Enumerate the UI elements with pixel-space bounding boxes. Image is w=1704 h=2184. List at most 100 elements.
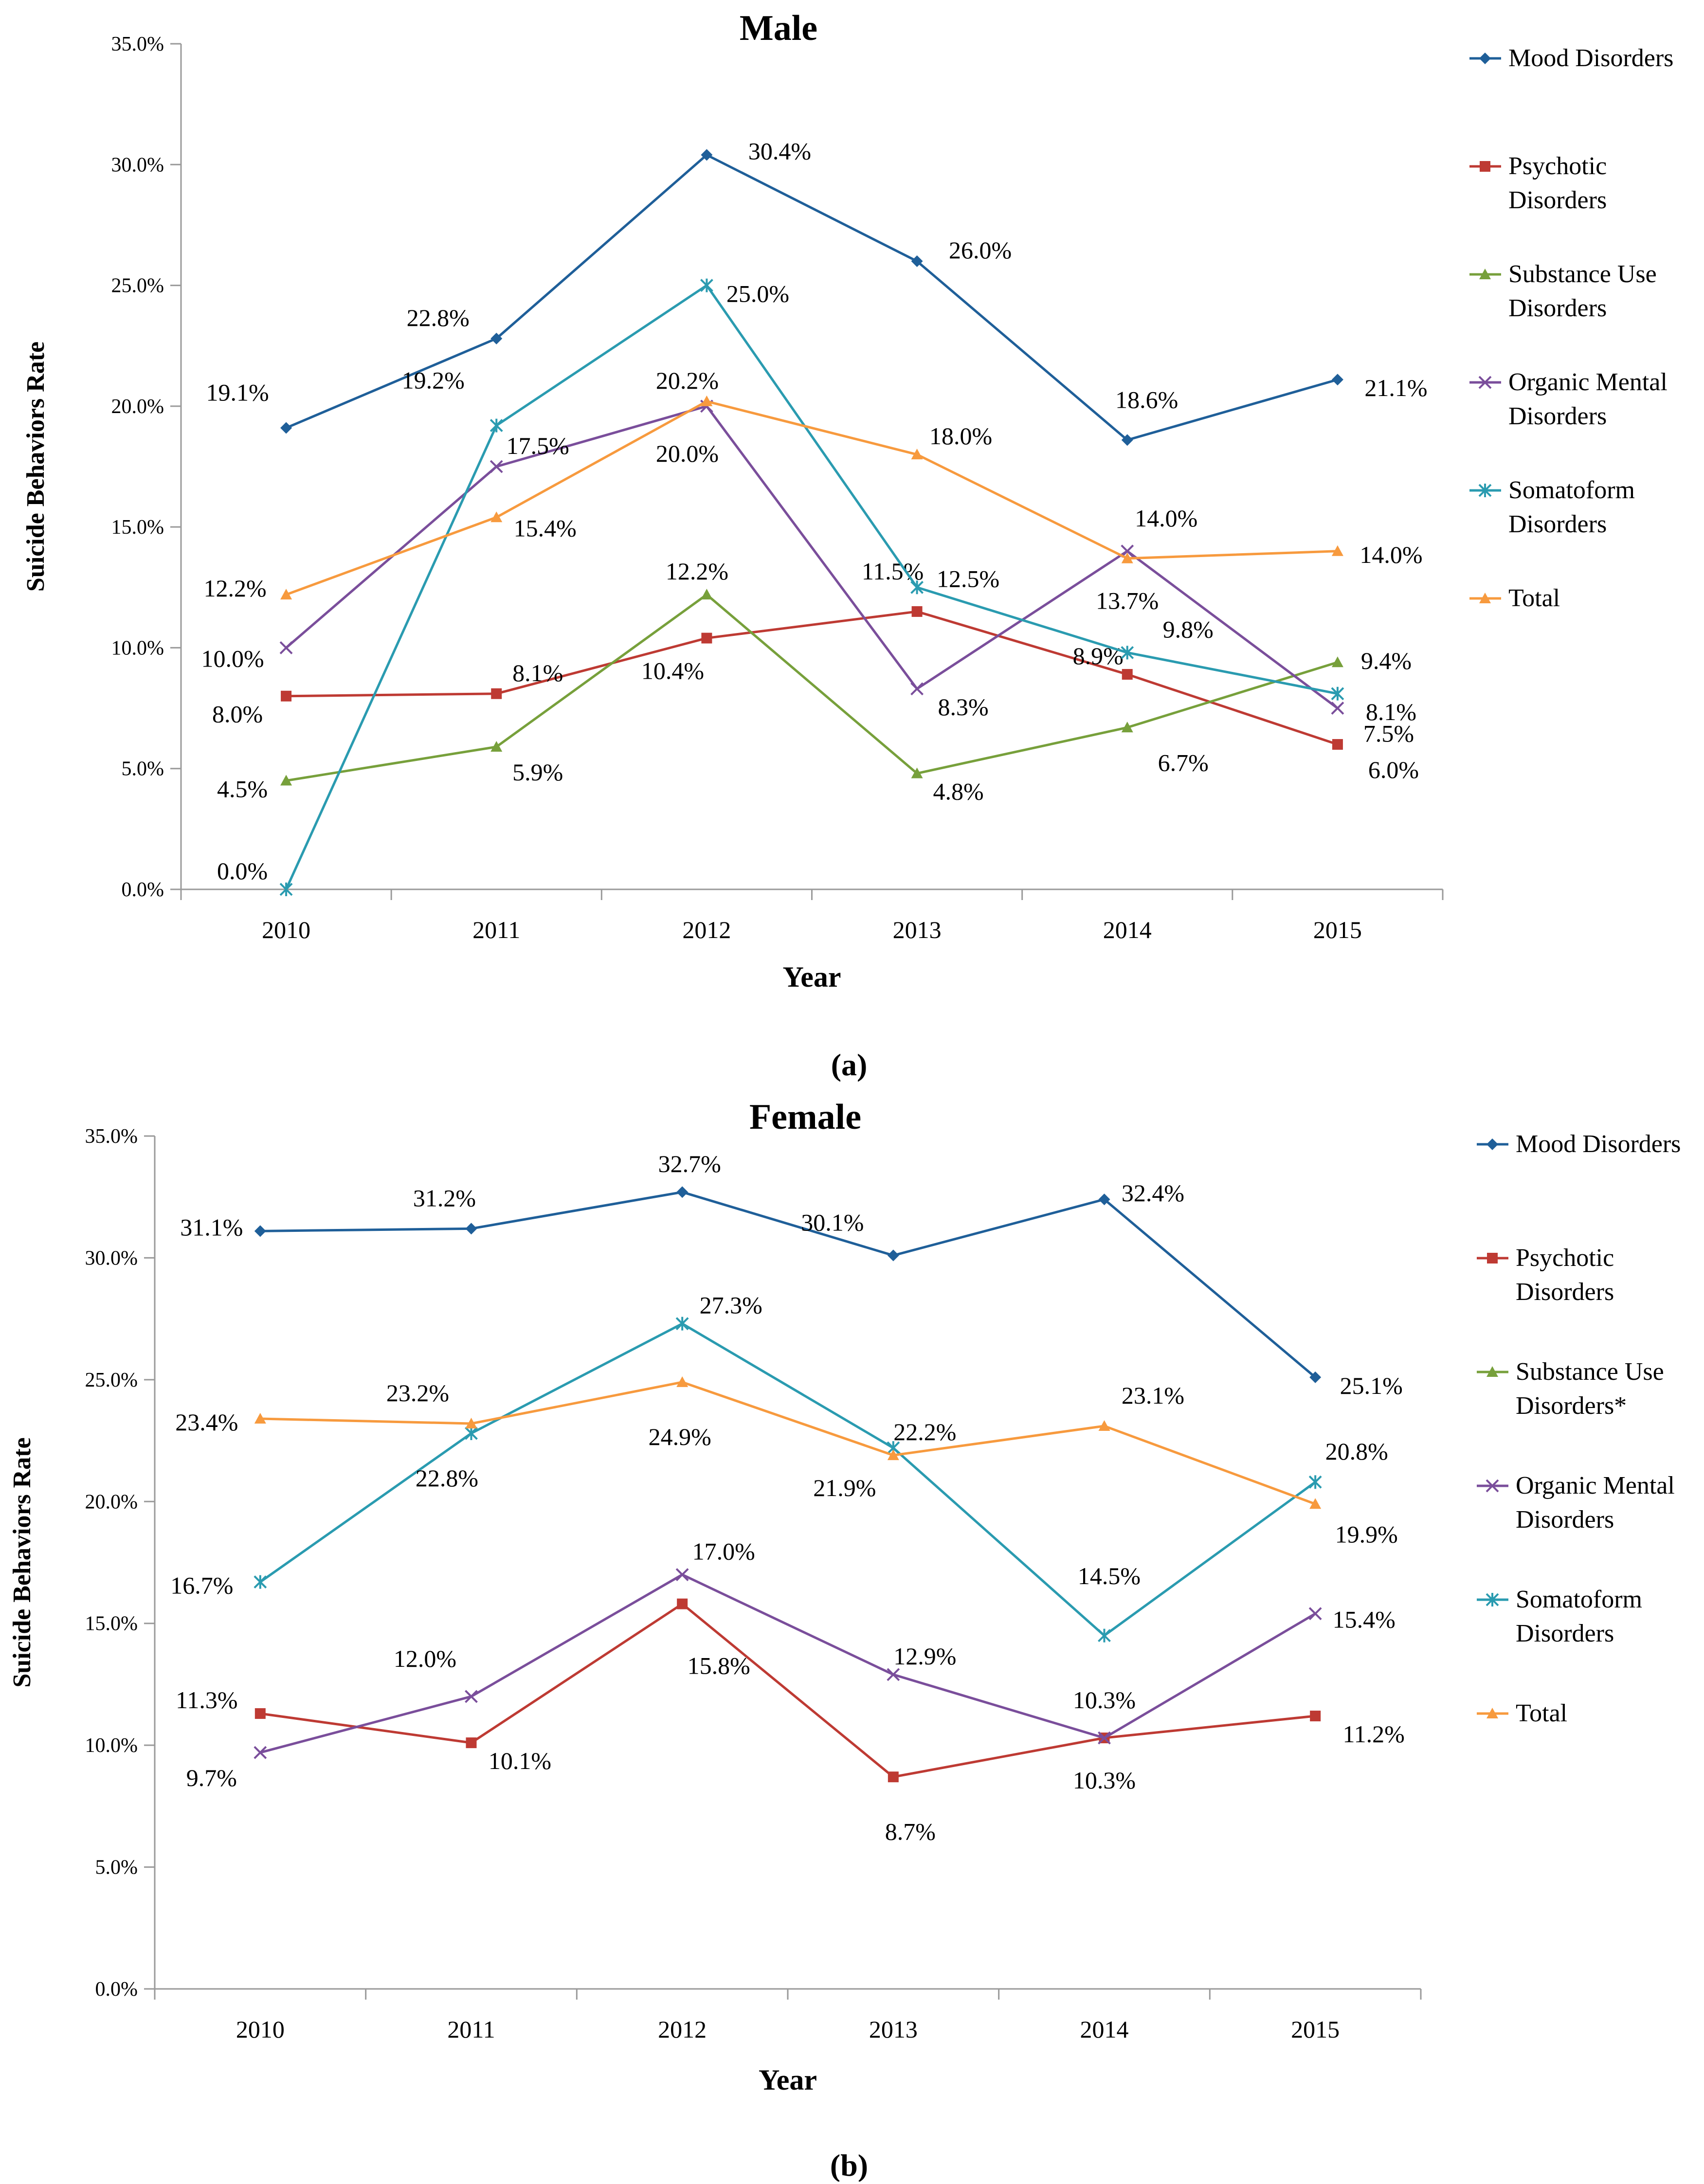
series-total: 23.4% 23.2% 24.9% 21.9% 23.1% 19.9% (175, 1376, 1398, 1548)
series-line-organic-mental-disorders (260, 1573, 1316, 1754)
legend-label-substance-use-disorders: Substance Use (1508, 260, 1657, 288)
x-axis-title: Year (759, 2064, 817, 2096)
data-label-psychotic-disorders: 10.3% (1073, 1767, 1136, 1794)
data-label-somatoform-disorders: 20.8% (1325, 1438, 1388, 1465)
data-label-organic-mental-disorders: 15.4% (1333, 1606, 1396, 1633)
data-label-total: 13.7% (1096, 587, 1159, 614)
data-label-substance-use-disorders: 4.5% (217, 776, 268, 803)
data-label-organic-mental-disorders: 9.7% (186, 1764, 237, 1791)
data-label-psychotic-disorders: 6.0% (1368, 756, 1419, 783)
legend-label-organic-mental-disorders: Organic Mental (1516, 1472, 1675, 1499)
series-line-somatoform-disorders (259, 1322, 1316, 1637)
data-point-psychotic-disorders (701, 632, 712, 644)
data-point-mood-disorders (1309, 1371, 1322, 1383)
y-tick-label: 0.0% (122, 879, 164, 901)
data-label-psychotic-disorders: 8.0% (212, 701, 263, 728)
y-tick-label: 20.0% (85, 1491, 138, 1513)
data-point-mood-disorders (701, 149, 713, 161)
y-tick-label: 10.0% (85, 1734, 138, 1757)
data-label-somatoform-disorders: 9.8% (1163, 615, 1214, 643)
series-line-mood-disorders (286, 153, 1338, 441)
legend-label-somatoform-disorders: Disorders (1516, 1620, 1614, 1647)
y-tick-label: 35.0% (111, 33, 164, 55)
x-tick-label: 2011 (472, 916, 520, 943)
data-label-organic-mental-disorders: 8.3% (938, 693, 989, 721)
series-psychotic-disorders: 11.3% 10.1% 15.8% 8.7% 10.3% 11.2% (176, 1598, 1405, 1845)
data-label-psychotic-disorders: 11.2% (1343, 1720, 1405, 1748)
x-tick-label: 2015 (1291, 2016, 1340, 2043)
legend-marker-psychotic-disorders (1480, 161, 1490, 172)
x-tick-label: 2013 (893, 916, 942, 943)
data-point-mood-disorders (1121, 434, 1133, 446)
data-label-total: 23.2% (386, 1379, 449, 1407)
data-point-psychotic-disorders (281, 690, 292, 702)
x-tick-label: 2012 (658, 2016, 707, 2043)
series-line-psychotic-disorders (260, 1603, 1316, 1778)
data-label-mood-disorders: 30.1% (801, 1209, 864, 1236)
x-tick-label: 2014 (1103, 916, 1152, 943)
data-label-somatoform-disorders: 22.2% (893, 1418, 956, 1445)
data-point-substance-use-disorders (490, 741, 503, 752)
data-label-substance-use-disorders: 12.2% (666, 558, 728, 585)
data-point-psychotic-disorders (254, 1708, 266, 1719)
series-line-total (260, 1381, 1316, 1505)
series-organic-mental-disorders: 9.7% 12.0% 17.0% 12.9% 10.3% 15.4% (186, 1538, 1396, 1792)
y-tick-label: 25.0% (85, 1369, 138, 1391)
x-tick-label: 2010 (236, 2016, 285, 2043)
data-point-organic-mental-disorders (465, 1690, 478, 1703)
data-label-substance-use-disorders: 5.9% (512, 758, 563, 786)
data-point-mood-disorders (254, 1225, 266, 1237)
data-label-psychotic-disorders: 8.1% (512, 659, 563, 686)
legend-marker-total (1479, 593, 1491, 603)
data-point-organic-mental-disorders (675, 1568, 689, 1581)
data-label-substance-use-disorders: 6.7% (1158, 749, 1209, 776)
series-line-total (286, 400, 1338, 596)
data-point-mood-disorders (1331, 374, 1343, 386)
data-point-organic-mental-disorders (1098, 1731, 1111, 1745)
data-point-substance-use-disorders (1331, 656, 1343, 668)
y-axis-title: Suicide Behaviors Rate (8, 1437, 36, 1687)
data-label-total: 21.9% (813, 1474, 876, 1501)
legend-label-somatoform-disorders: Disorders (1508, 510, 1607, 538)
y-tick-label: 5.0% (122, 758, 164, 780)
legend-marker-substance-use-disorders (1486, 1366, 1498, 1377)
data-label-mood-disorders: 32.7% (658, 1150, 721, 1177)
data-label-mood-disorders: 21.1% (1364, 374, 1427, 401)
data-label-somatoform-disorders: 12.5% (937, 565, 999, 592)
series-somatoform-disorders: 0.0% 19.2% 25.0% 12.5% 9.8% 8.1% (217, 278, 1416, 896)
y-tick-label: 0.0% (95, 1978, 138, 2001)
series-substance-use-disorders: 4.5% 5.9% 12.2% 4.8% 6.7% 9.4% (217, 558, 1412, 805)
data-label-somatoform-disorders: 19.2% (402, 367, 465, 394)
legend-marker-total (1486, 1708, 1498, 1718)
data-point-psychotic-disorders (677, 1598, 688, 1609)
y-tick-label: 25.0% (111, 275, 164, 297)
legend-label-organic-mental-disorders: Disorders (1516, 1506, 1614, 1534)
legend-label-organic-mental-disorders: Organic Mental (1508, 368, 1668, 396)
data-point-organic-mental-disorders (279, 641, 293, 654)
data-label-somatoform-disorders: 25.0% (726, 280, 789, 307)
data-point-somatoform-disorders (700, 278, 713, 292)
series-line-organic-mental-disorders (285, 405, 1339, 709)
data-point-organic-mental-disorders (1308, 1607, 1322, 1621)
series-line-substance-use-disorders (286, 593, 1338, 782)
data-point-organic-mental-disorders (887, 1668, 900, 1681)
data-point-somatoform-disorders (1308, 1475, 1322, 1489)
legend-marker-substance-use-disorders (1479, 269, 1491, 279)
data-label-organic-mental-disorders: 20.0% (656, 440, 719, 467)
y-tick-label: 30.0% (111, 154, 164, 176)
legend-marker-mood-disorders (1479, 53, 1491, 64)
data-point-somatoform-disorders (1098, 1628, 1111, 1643)
data-point-substance-use-disorders (280, 775, 292, 786)
legend-label-substance-use-disorders: Disorders* (1516, 1392, 1627, 1420)
y-tick-label: 15.0% (85, 1613, 138, 1635)
data-label-mood-disorders: 31.1% (180, 1213, 243, 1241)
legend-marker-mood-disorders (1486, 1138, 1498, 1150)
data-point-mood-disorders (1098, 1193, 1110, 1206)
y-axis-title: Suicide Behaviors Rate (22, 342, 50, 592)
data-point-total (887, 1449, 899, 1461)
data-label-organic-mental-disorders: 12.0% (394, 1645, 456, 1672)
legend-marker-somatoform-disorders (1486, 1593, 1499, 1606)
legend-label-organic-mental-disorders: Disorders (1508, 402, 1607, 430)
data-point-psychotic-disorders (1332, 739, 1343, 750)
data-label-psychotic-disorders: 8.7% (885, 1818, 936, 1845)
